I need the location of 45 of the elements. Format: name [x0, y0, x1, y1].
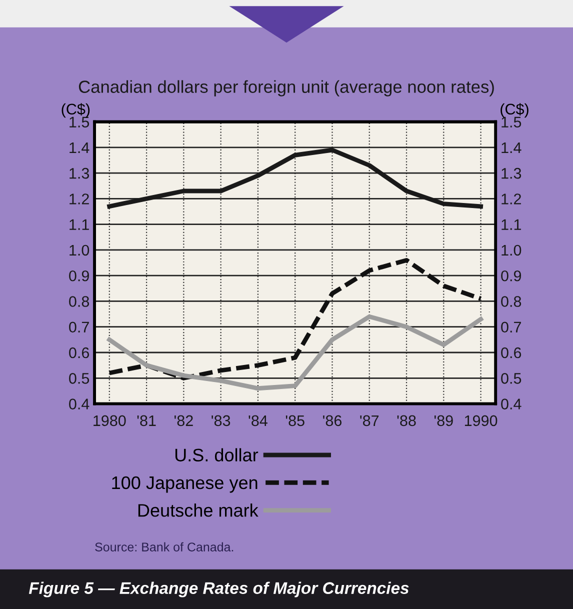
text: Figure 5 — Exchange Rates of Major Currencies: [28, 582, 409, 598]
y2-tick-label: 1.2: [502, 194, 521, 204]
x-tick-label: 1990: [464, 415, 498, 426]
x-tick-label: '89: [434, 415, 453, 426]
source-note: Source: Bank of Canada.: [95, 542, 234, 552]
x-tick-label: '85: [286, 415, 304, 426]
x-tick-label: '81: [137, 415, 156, 426]
legend-label: Deutsche mark: [138, 504, 258, 517]
y-tick-label: 1.4: [70, 142, 90, 153]
y2-axis-title: (C$): [500, 103, 528, 118]
y2-tick-label: 1.1: [502, 219, 521, 230]
y-tick-label: 0.8: [69, 296, 90, 307]
y2-tick-label: 0.4: [501, 398, 522, 410]
x-tick-label: 1980: [94, 415, 126, 426]
y-tick-label: 1.3: [70, 168, 90, 179]
y2-tick-label: 1.0: [502, 244, 522, 256]
x-tick-label: '84: [248, 415, 268, 426]
x-tick-label: '87: [360, 415, 379, 426]
chart-subtitle: Canadian dollars per foreign unit (average noon rates): [78, 80, 494, 96]
y-tick-label: 0.7: [69, 322, 89, 333]
y-tick-label: 1.2: [70, 194, 89, 204]
line-series: [107, 314, 484, 391]
x-tick-label: '83: [212, 415, 230, 426]
y2-tick-label: 0.6: [501, 347, 522, 358]
y2-tick-label: 1.4: [502, 142, 522, 153]
y2-tick-label: 1.5: [502, 116, 522, 128]
legend-label: U.S. dollar: [175, 448, 258, 462]
y2-tick-label: 0.8: [501, 296, 522, 307]
x-tick-label: '88: [397, 415, 416, 426]
y2-tick-label: 0.5: [501, 373, 522, 384]
line-series: [107, 258, 484, 380]
y2-tick-label: 0.7: [501, 322, 521, 333]
legend-label: 100 Japanese yen: [112, 476, 258, 493]
y-tick-label: 1.1: [70, 219, 89, 230]
y-tick-label: 1.0: [70, 244, 90, 256]
y-axis-title: (C$): [62, 103, 90, 118]
y2-tick-label: 1.3: [502, 168, 522, 179]
x-tick-label: '82: [174, 415, 193, 426]
y-tick-label: 0.4: [69, 398, 90, 410]
y-tick-label: 0.9: [69, 270, 89, 282]
y-tick-label: 1.5: [70, 116, 90, 128]
y-tick-label: 0.5: [69, 373, 90, 384]
y-tick-label: 0.6: [69, 347, 90, 358]
x-tick-label: '86: [323, 415, 342, 426]
y2-tick-label: 0.9: [501, 270, 522, 282]
